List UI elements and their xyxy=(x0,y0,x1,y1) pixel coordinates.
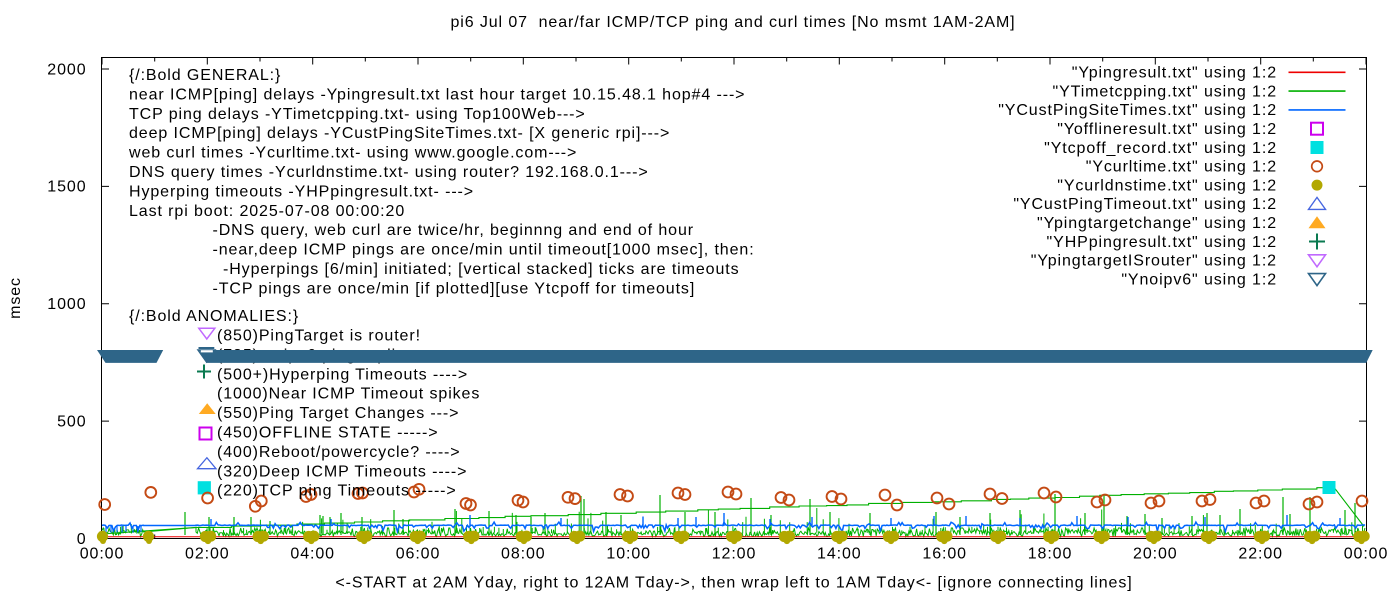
svg-text:20:00: 20:00 xyxy=(1133,546,1178,563)
svg-text:<-START at 2AM Yday, right to: <-START at 2AM Yday, right to 12AM Tday-… xyxy=(335,575,1132,592)
svg-text:0: 0 xyxy=(77,531,87,548)
svg-text:00:00: 00:00 xyxy=(1344,546,1389,563)
svg-text:Last rpi boot: 2025-07-08 00:0: Last rpi boot: 2025-07-08 00:00:20 xyxy=(129,203,405,220)
svg-text:2000: 2000 xyxy=(47,61,86,78)
svg-text:-DNS query, web curl are twice: -DNS query, web curl are twice/hr, begin… xyxy=(213,222,695,239)
svg-text:-TCP pings are once/min [if pl: -TCP pings are once/min [if plotted][use… xyxy=(213,280,696,297)
svg-text:16:00: 16:00 xyxy=(922,546,967,563)
svg-text:04:00: 04:00 xyxy=(290,546,335,563)
svg-text:12:00: 12:00 xyxy=(712,546,757,563)
svg-text:"Ypingresult.txt" using 1:2: "Ypingresult.txt" using 1:2 xyxy=(1072,65,1277,82)
svg-text:(500+)Hyperping Timeouts ---->: (500+)Hyperping Timeouts ----> xyxy=(217,366,468,383)
svg-text:"Ypingtargetchange" using 1:2: "Ypingtargetchange" using 1:2 xyxy=(1037,215,1277,232)
svg-text:{/:Bold ANOMALIES:}: {/:Bold ANOMALIES:} xyxy=(129,308,299,325)
svg-text:10:00: 10:00 xyxy=(606,546,651,563)
svg-text:00:00: 00:00 xyxy=(80,546,125,563)
svg-text:06:00: 06:00 xyxy=(396,546,441,563)
svg-text:TCP ping delays -YTimetcpping.: TCP ping delays -YTimetcpping.txt- using… xyxy=(129,106,586,123)
svg-text:"Yofflineresult.txt" using 1:2: "Yofflineresult.txt" using 1:2 xyxy=(1057,121,1277,138)
svg-text:02:00: 02:00 xyxy=(185,546,230,563)
svg-text:(550)Ping Target Changes --->: (550)Ping Target Changes ---> xyxy=(217,405,459,422)
svg-text:deep ICMP[ping] delays -YCustP: deep ICMP[ping] delays -YCustPingSiteTim… xyxy=(129,125,670,142)
svg-text:near ICMP[ping] delays -Ypingr: near ICMP[ping] delays -Ypingresult.txt … xyxy=(129,86,745,103)
svg-text:(220)TCP ping Timeouts ----->: (220)TCP ping Timeouts -----> xyxy=(217,483,457,500)
svg-text:"YTimetcpping.txt" using 1:2: "YTimetcpping.txt" using 1:2 xyxy=(1052,83,1277,100)
svg-text:1000: 1000 xyxy=(47,296,86,313)
svg-text:Hyperping timeouts -YHPpingres: Hyperping timeouts -YHPpingresult.txt- -… xyxy=(129,183,474,200)
svg-text:"Ynoipv6" using 1:2: "Ynoipv6" using 1:2 xyxy=(1121,271,1277,288)
svg-text:msec: msec xyxy=(7,277,24,319)
svg-text:500: 500 xyxy=(57,413,86,430)
svg-text:(1000)Near ICMP Timeout spikes: (1000)Near ICMP Timeout spikes xyxy=(217,386,480,403)
svg-text:"Ycurldnstime.txt" using 1:2: "Ycurldnstime.txt" using 1:2 xyxy=(1057,177,1277,194)
svg-text:DNS query times -Ycurldnstime.: DNS query times -Ycurldnstime.txt- using… xyxy=(129,164,649,181)
svg-text:22:00: 22:00 xyxy=(1238,546,1283,563)
svg-text:"YCustPingSiteTimes.txt" using: "YCustPingSiteTimes.txt" using 1:2 xyxy=(998,102,1277,119)
svg-text:{/:Bold GENERAL:}: {/:Bold GENERAL:} xyxy=(129,67,281,84)
svg-text:18:00: 18:00 xyxy=(1028,546,1073,563)
svg-text:"YCustPingTimeout.txt" using 1: "YCustPingTimeout.txt" using 1:2 xyxy=(1013,196,1277,213)
svg-text:-near,deep ICMP pings are once: -near,deep ICMP pings are once/min until… xyxy=(213,242,755,259)
svg-text:(850)PingTarget is router!: (850)PingTarget is router! xyxy=(217,328,421,345)
svg-text:08:00: 08:00 xyxy=(501,546,546,563)
svg-text:(320)Deep ICMP Timeouts ---->: (320)Deep ICMP Timeouts ----> xyxy=(217,463,467,480)
svg-text:(450)OFFLINE STATE ----->: (450)OFFLINE STATE -----> xyxy=(217,425,438,442)
svg-text:"YHPpingresult.txt" using 1:2: "YHPpingresult.txt" using 1:2 xyxy=(1047,234,1277,251)
svg-text:-Hyperpings [6/min] initiated;: -Hyperpings [6/min] initiated; [vertical… xyxy=(223,261,740,278)
svg-text:(400)Reboot/powercycle? ---->: (400)Reboot/powercycle? ----> xyxy=(217,444,461,461)
svg-text:1500: 1500 xyxy=(47,179,86,196)
svg-text:web curl times -Ycurltime.txt-: web curl times -Ycurltime.txt- using www… xyxy=(128,145,577,162)
svg-text:"Ycurltime.txt" using 1:2: "Ycurltime.txt" using 1:2 xyxy=(1086,159,1277,176)
svg-text:pi6 Jul 07 near/far ICMP/TCP: pi6 Jul 07 near/far ICMP/TCP ping and cu… xyxy=(450,14,1015,31)
svg-text:14:00: 14:00 xyxy=(817,546,862,563)
svg-text:"YpingtargetISrouter" using 1:: "YpingtargetISrouter" using 1:2 xyxy=(1031,253,1277,270)
svg-text:"Ytcpoff_record.txt" using 1:2: "Ytcpoff_record.txt" using 1:2 xyxy=(1044,140,1277,157)
